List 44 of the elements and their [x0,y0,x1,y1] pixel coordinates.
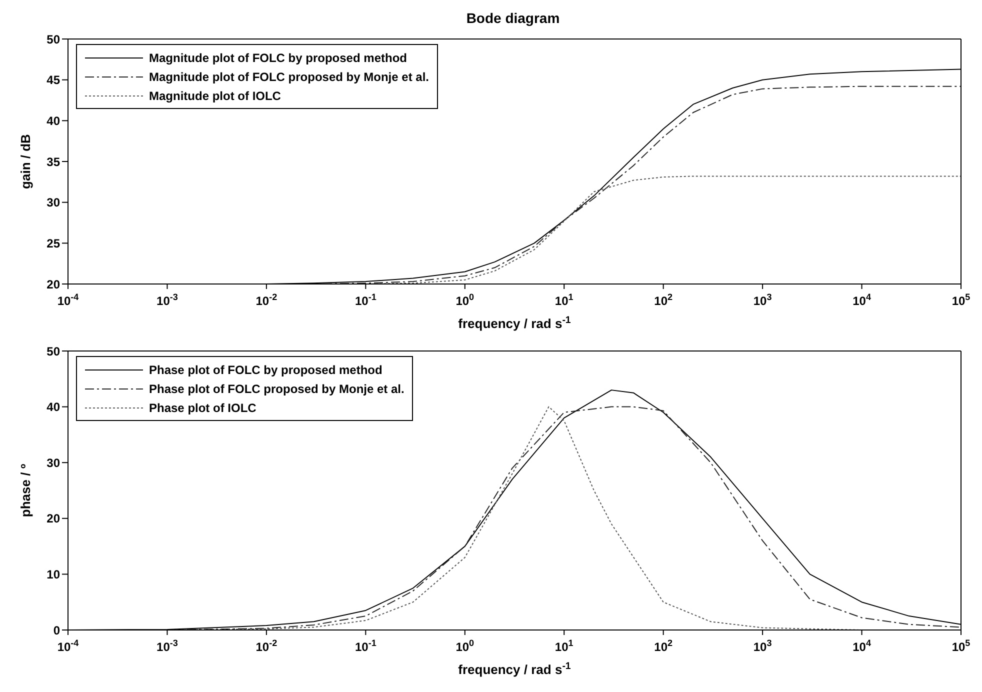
y-tick-label: 35 [46,154,60,169]
x-tick-label: 10$^{-1}$ [354,292,376,308]
y-tick-label: 20 [46,512,60,526]
x-tick-label: 10$^{1}$ [554,292,574,308]
y-tick-label: 45 [46,73,60,88]
x-tick-label: 10$^{2}$ [654,638,673,654]
y-tick-label: 10 [46,567,60,582]
x-tick-label: 10$^{0}$ [456,292,474,308]
x-tick-label: 10$^{0}$ [456,638,474,654]
x-tick-label: 10$^{5}$ [952,638,970,654]
y-tick-label: 25 [46,236,60,250]
legend-label: Magnitude plot of FOLC by proposed method [149,50,407,64]
x-axis-title: frequency / rad s$^{-1}$ [458,660,572,677]
x-tick-label: 10$^{-2}$ [256,638,278,654]
legend-label: Phase plot of IOLC [149,400,256,414]
y-tick-label: 30 [46,196,60,210]
x-tick-label: 10$^{4}$ [852,292,871,308]
y-tick-label: 30 [46,456,60,470]
legend-label: Magnitude plot of FOLC proposed by Monje et al. [149,70,429,84]
x-tick-label: 10$^{5}$ [952,292,970,308]
legend-label: Phase plot of FOLC proposed by Monje et al. [149,382,404,396]
y-axis-title: phase / º [18,464,33,518]
x-tick-label: 10$^{3}$ [753,638,772,654]
x-tick-label: 10$^{-2}$ [256,292,278,308]
x-tick-label: 10$^{2}$ [654,292,673,308]
x-tick-label: 10$^{1}$ [554,638,574,654]
x-tick-label: 10$^{3}$ [753,292,772,308]
x-tick-label: 10$^{-4}$ [57,292,79,308]
x-tick-label: 10$^{4}$ [852,638,871,654]
y-tick-label: 40 [46,400,60,414]
y-tick-label: 20 [46,277,60,292]
x-tick-label: 10$^{-1}$ [354,638,376,654]
x-tick-label: 10$^{-3}$ [156,638,178,654]
x-tick-label: 10$^{-4}$ [57,638,79,654]
y-tick-label: 40 [46,114,60,128]
x-tick-label: 10$^{-3}$ [156,292,178,308]
y-tick-label: 0 [53,623,60,638]
legend-label: Magnitude plot of IOLC [149,88,281,102]
y-tick-label: 50 [46,32,60,46]
y-axis-title: gain / dB [18,134,33,189]
chart-title: Bode diagram [465,10,561,26]
x-axis-title: frequency / rad s$^{-1}$ [458,314,572,331]
legend-label: Phase plot of FOLC by proposed method [149,362,382,376]
y-tick-label: 50 [46,344,60,358]
